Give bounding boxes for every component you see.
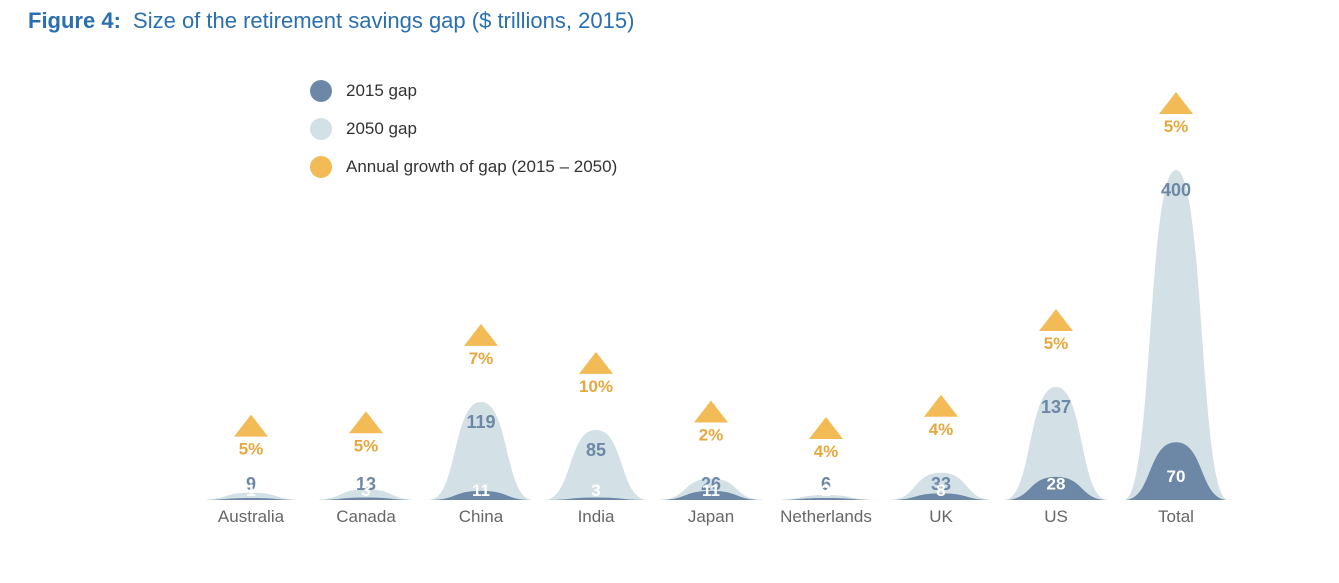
growth-triangle-icon <box>1159 92 1193 114</box>
growth-percent: 5% <box>1164 117 1189 136</box>
growth-percent: 4% <box>814 442 839 461</box>
value-2050: 119 <box>466 412 495 432</box>
growth-percent: 5% <box>239 440 264 459</box>
growth-triangle-icon <box>234 415 268 437</box>
area-2050 <box>176 170 1256 500</box>
growth-percent: 10% <box>579 377 613 396</box>
growth-triangle-icon <box>464 324 498 346</box>
value-2015: 28 <box>1047 475 1066 494</box>
x-axis-label: Canada <box>336 507 396 526</box>
value-2050: 400 <box>1161 180 1191 200</box>
retirement-gap-chart: Australia915%Canada1335%China119117%Indi… <box>176 70 1256 550</box>
figure-number-label: Figure 4: <box>28 8 121 33</box>
figure-title: Figure 4: Size of the retirement savings… <box>28 8 634 34</box>
value-2015: 11 <box>702 481 720 500</box>
value-2015: 1 <box>246 481 255 500</box>
value-2015: 70 <box>1167 467 1186 486</box>
x-axis-label: UK <box>929 507 953 526</box>
chart-svg: Australia915%Canada1335%China119117%Indi… <box>176 70 1256 550</box>
value-2015: 2 <box>821 481 830 500</box>
x-axis-label: US <box>1044 507 1068 526</box>
x-axis-label: Total <box>1158 507 1194 526</box>
growth-percent: 5% <box>354 436 379 455</box>
figure-title-text: Size of the retirement savings gap ($ tr… <box>133 8 634 33</box>
x-axis-label: India <box>578 507 615 526</box>
value-2050: 85 <box>586 440 606 460</box>
x-axis-label: Netherlands <box>780 507 872 526</box>
growth-percent: 7% <box>469 349 494 368</box>
value-2015: 3 <box>591 481 600 500</box>
growth-triangle-icon <box>349 411 383 433</box>
growth-percent: 2% <box>699 426 724 445</box>
value-2015: 3 <box>361 481 370 500</box>
x-axis-label: Australia <box>218 507 285 526</box>
growth-triangle-icon <box>1039 309 1073 331</box>
x-axis-label: China <box>459 507 504 526</box>
value-2050: 137 <box>1041 397 1071 417</box>
growth-triangle-icon <box>579 352 613 374</box>
growth-triangle-icon <box>694 401 728 423</box>
growth-triangle-icon <box>924 395 958 417</box>
growth-triangle-icon <box>809 417 843 439</box>
value-2015: 8 <box>936 481 945 500</box>
growth-percent: 4% <box>929 420 954 439</box>
growth-percent: 5% <box>1044 334 1069 353</box>
x-axis-label: Japan <box>688 507 734 526</box>
value-2015: 11 <box>472 481 490 500</box>
